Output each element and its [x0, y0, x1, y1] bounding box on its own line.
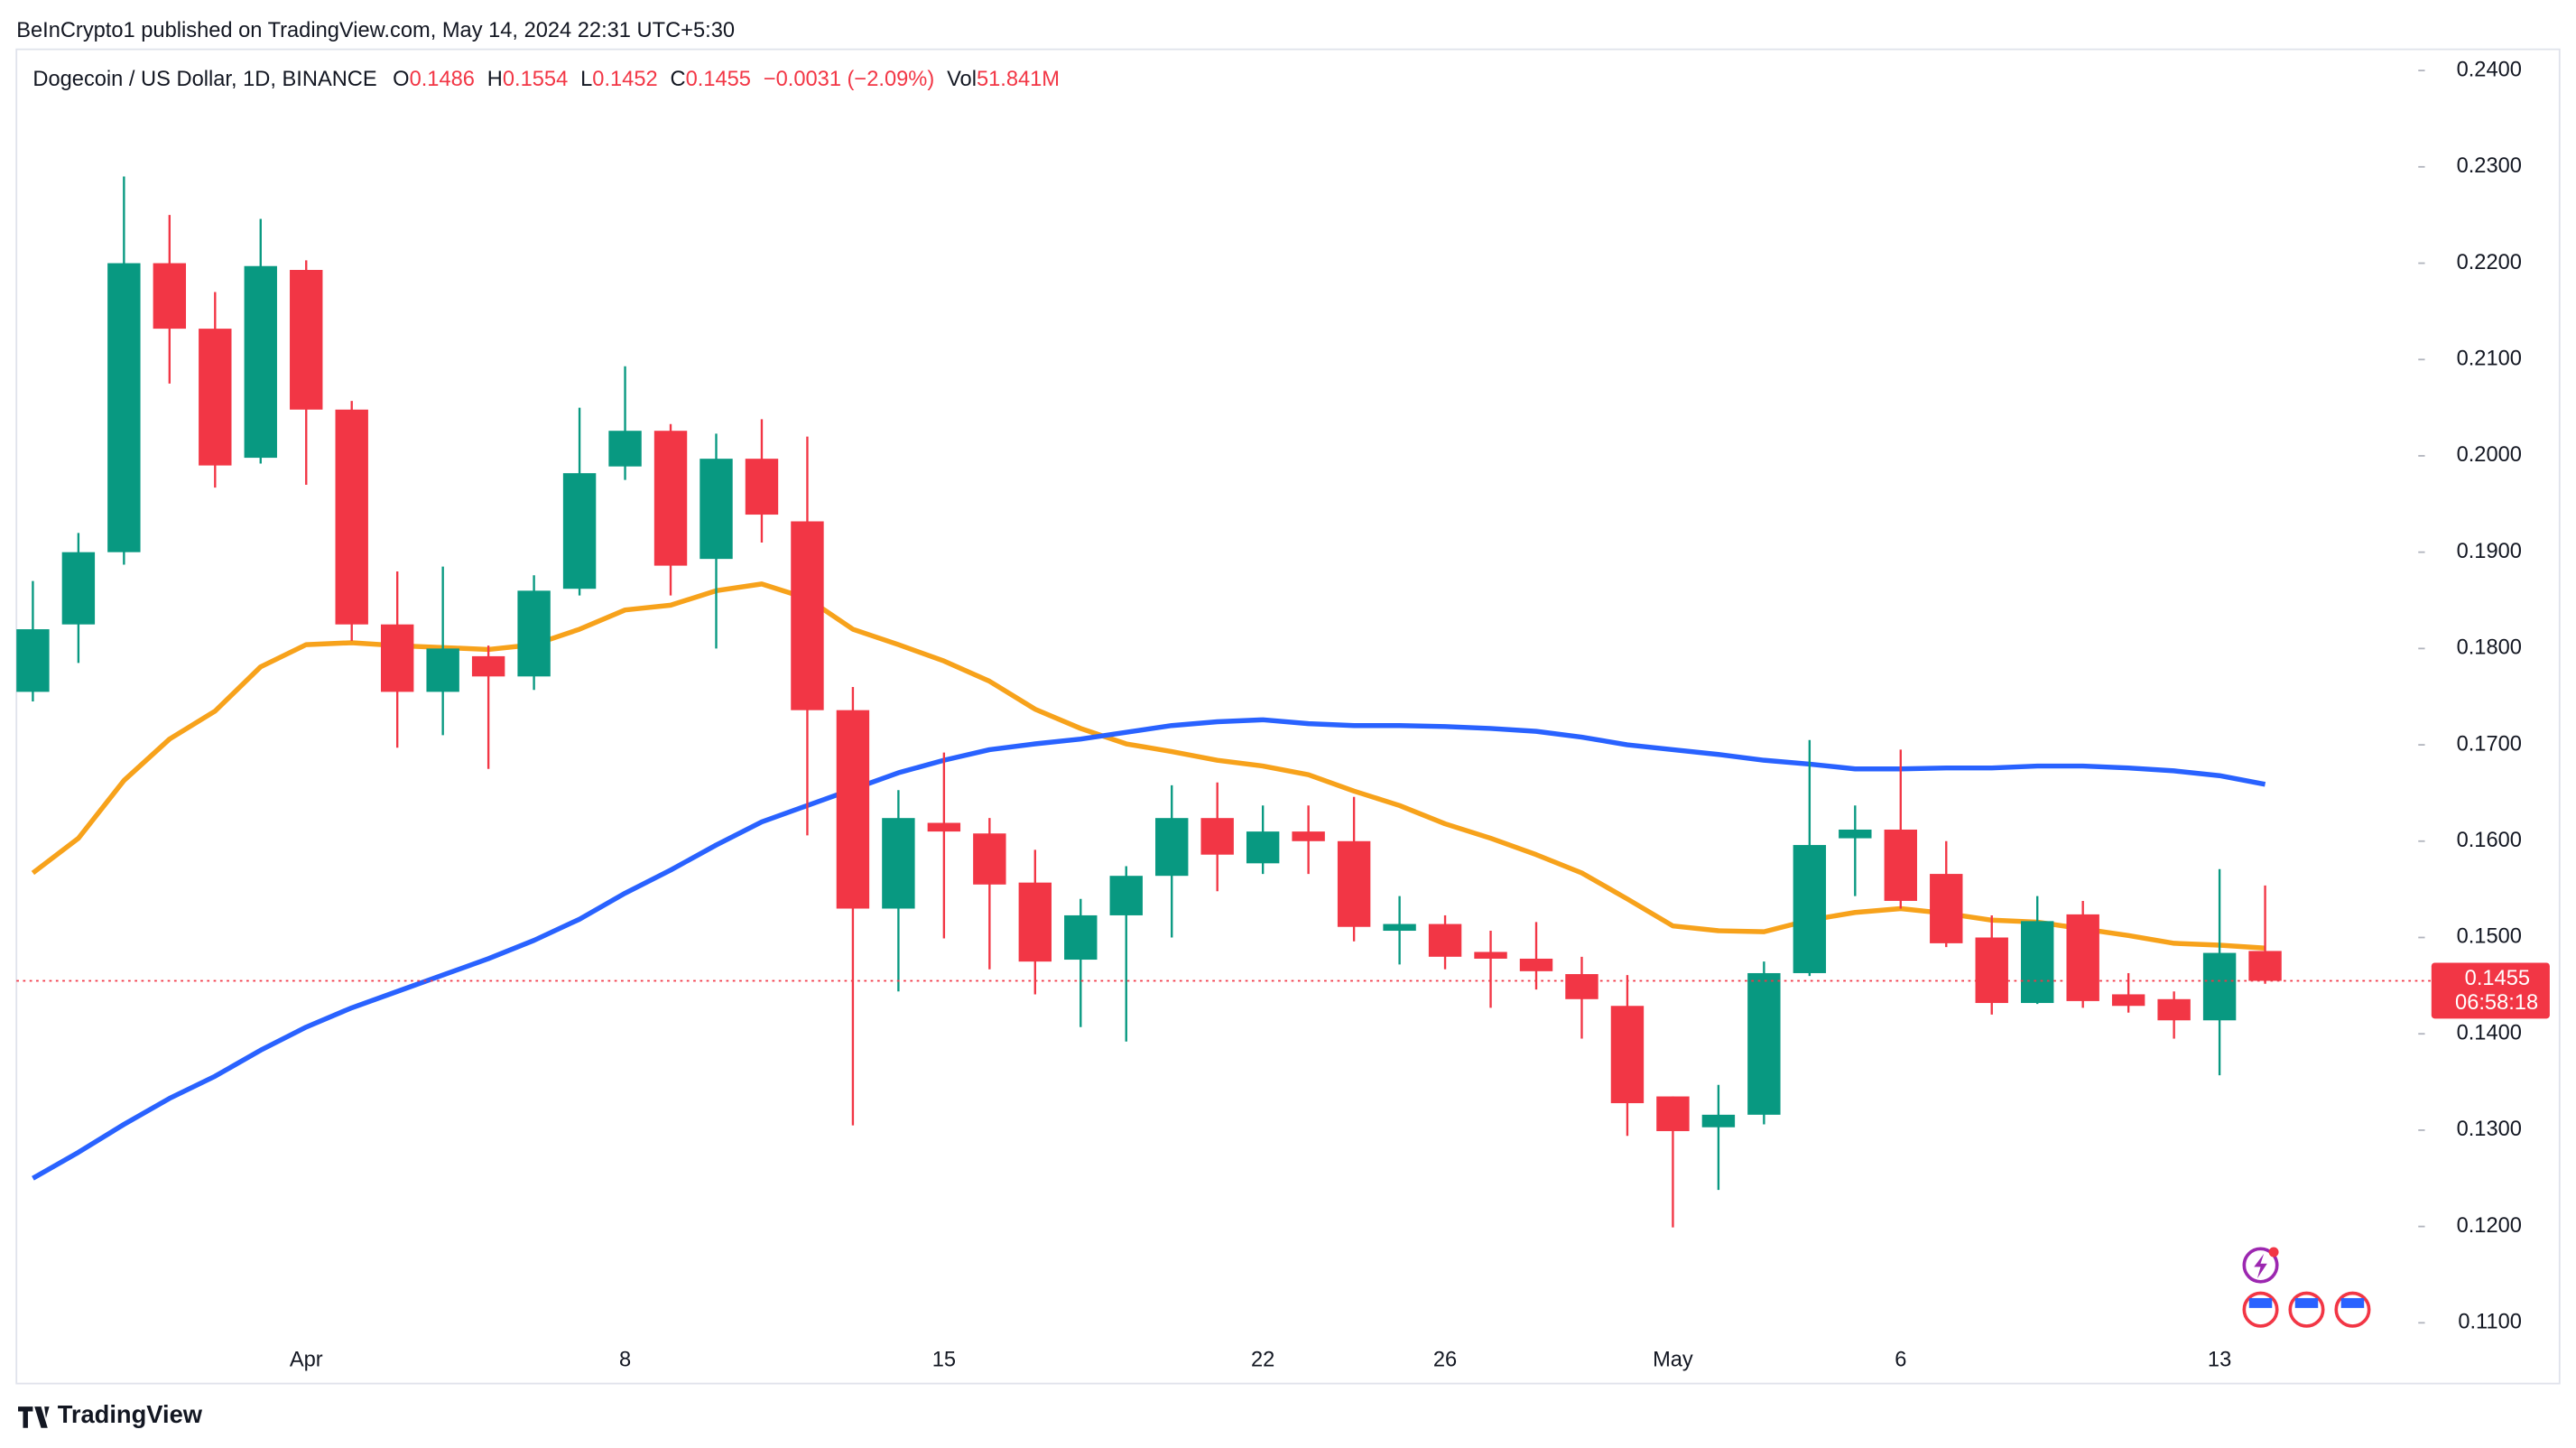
y-tick-label: 0.1800: [2457, 636, 2522, 660]
candle-body: [61, 552, 96, 625]
candle-body: [1474, 951, 1507, 959]
y-tick-label: 0.1500: [2457, 925, 2522, 949]
moving-average: [32, 717, 2266, 1181]
y-tick-label: 0.2200: [2457, 251, 2522, 274]
footer-brand: TradingView: [58, 1400, 203, 1428]
y-tick-label: 0.1100: [2458, 1311, 2522, 1334]
close-value: 0.1455: [686, 68, 751, 91]
countdown: 06:58:18: [2455, 991, 2538, 1015]
y-tick-label: 0.1600: [2457, 829, 2522, 852]
candle-body: [1337, 840, 1371, 927]
candle-body: [1200, 818, 1234, 855]
candle-body: [2021, 921, 2054, 1004]
candle-body: [1109, 876, 1143, 915]
candle-body: [2157, 998, 2191, 1021]
candle-body: [290, 270, 323, 410]
candle-body: [1565, 974, 1598, 999]
candle-body: [1930, 874, 1963, 943]
y-tick-label: 0.2100: [2457, 347, 2522, 370]
y-tick-label: 0.1300: [2457, 1118, 2522, 1141]
candle-body: [153, 263, 187, 330]
candle-body: [608, 431, 642, 467]
y-tick-label: 0.1900: [2457, 540, 2522, 563]
candle-body: [1839, 829, 1872, 839]
candle-body: [791, 521, 824, 710]
y-tick-label: 0.2000: [2457, 443, 2522, 467]
candle-body: [1292, 831, 1325, 841]
y-tick-label: 0.1200: [2457, 1214, 2522, 1238]
published-line: BeInCrypto1 published on TradingView.com…: [16, 19, 735, 42]
x-tick-label: 6: [1895, 1348, 1906, 1371]
x-tick-label: 13: [2208, 1348, 2231, 1371]
high-label: H: [487, 68, 503, 91]
candle-body: [517, 590, 551, 677]
candle-body: [1155, 818, 1189, 877]
x-tick-label: Apr: [290, 1348, 323, 1371]
x-tick-label: 26: [1433, 1348, 1457, 1371]
candle-body: [2066, 914, 2099, 1001]
y-tick-label: 0.1700: [2457, 732, 2522, 756]
candle-body: [2202, 952, 2237, 1021]
candle-body: [1701, 1114, 1736, 1128]
candle-body: [653, 431, 688, 566]
candle-body: [335, 409, 368, 625]
close-label: C: [671, 68, 686, 91]
candle-body: [700, 459, 733, 560]
candle-body: [1383, 924, 1416, 932]
candle-body: [1747, 972, 1781, 1115]
legend-title: Dogecoin / US Dollar, 1D, BINANCE: [32, 68, 376, 91]
candle-body: [199, 329, 232, 466]
x-tick-label: May: [1653, 1348, 1693, 1371]
x-tick-label: 15: [932, 1348, 956, 1371]
price-tag-value: 0.1455: [2465, 967, 2530, 990]
candle-body: [471, 655, 505, 677]
candle-body: [1793, 845, 1827, 973]
candle-body: [1884, 829, 1917, 901]
candle-body: [2111, 994, 2145, 1007]
candle-body: [107, 263, 141, 552]
logo: [18, 1406, 50, 1428]
frame: [15, 48, 2561, 1385]
candle-body: [1064, 914, 1098, 961]
candle-body: [745, 459, 779, 515]
candle-body: [1519, 958, 1553, 971]
price-tag: [2431, 962, 2550, 1019]
low-label: L: [580, 68, 592, 91]
candle-body: [927, 822, 961, 832]
candle-body: [562, 473, 597, 589]
open-label: O: [393, 68, 409, 91]
candle-body: [882, 818, 915, 909]
volume-value: 51.841M: [977, 68, 1060, 91]
x-tick-label: 8: [619, 1348, 631, 1371]
candle-body: [1428, 924, 1462, 957]
y-tick-label: 0.1400: [2457, 1021, 2522, 1044]
y-tick-label: 0.2300: [2457, 154, 2522, 178]
candle-body: [1656, 1096, 1690, 1131]
candle-body: [973, 833, 1006, 885]
x-tick-label: 22: [1251, 1348, 1274, 1371]
candle-body: [244, 265, 277, 459]
change: −0.0031 (−2.09%): [764, 68, 934, 91]
candle-body: [16, 629, 50, 692]
candle-body: [2248, 951, 2282, 981]
candle-body: [1018, 882, 1052, 962]
y-tick-label: 0.2400: [2457, 58, 2522, 81]
candle-body: [380, 624, 414, 692]
legend: Dogecoin / US Dollar, 1D, BINANCE O0.148…: [32, 68, 1060, 91]
high-value: 0.1554: [503, 68, 568, 91]
candle-body: [836, 710, 870, 909]
icons: [2242, 1247, 2371, 1328]
candle-body: [1610, 1006, 1645, 1104]
candle-body: [1246, 831, 1280, 864]
volume-label: Vol: [947, 68, 977, 91]
open-value: 0.1486: [410, 68, 475, 91]
candle-body: [426, 648, 459, 692]
candle-body: [1975, 937, 2008, 1004]
low-value: 0.1452: [592, 68, 657, 91]
